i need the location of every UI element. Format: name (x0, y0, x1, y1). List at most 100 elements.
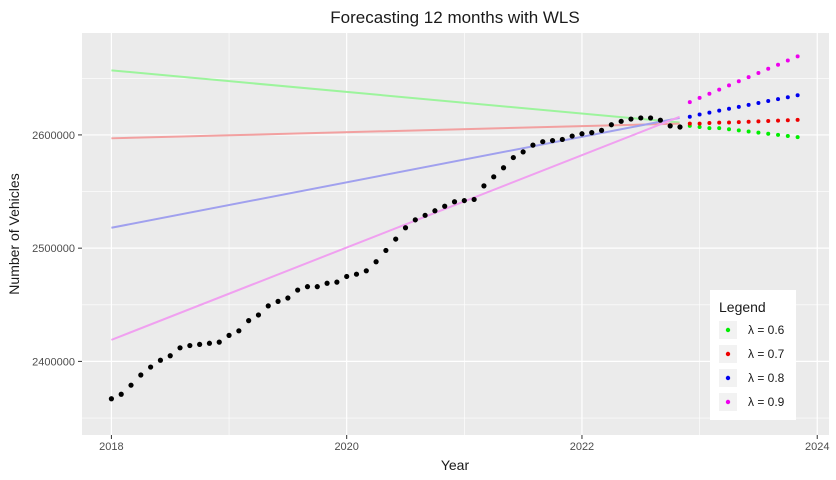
observed-point (344, 273, 350, 280)
forecast-point-series-3 (687, 114, 692, 119)
forecast-point-series-4 (736, 79, 741, 84)
observed-point (667, 123, 673, 129)
forecast-point-series-4 (795, 54, 800, 59)
observed-point (236, 328, 242, 334)
x-tick-label: 2018 (99, 441, 123, 453)
observed-point (206, 340, 213, 346)
forecast-point-series-2 (687, 121, 692, 126)
observed-point (618, 118, 624, 124)
forecast-point-series-3 (746, 102, 751, 107)
forecast-point-series-2 (707, 121, 712, 126)
legend-marker (725, 327, 731, 333)
forecast-point-series-3 (727, 106, 732, 111)
observed-point (520, 149, 526, 155)
observed-point (540, 139, 546, 145)
observed-point (108, 396, 115, 402)
minor-gridlines (82, 33, 829, 435)
forecast-point-series-2 (795, 117, 800, 122)
observed-point (530, 142, 536, 148)
observed-point (255, 312, 262, 318)
forecast-points (687, 54, 800, 140)
forecast-point-series-2 (736, 120, 741, 125)
observed-point (559, 136, 565, 143)
forecast-point-series-4 (785, 58, 790, 63)
observed-point (393, 236, 399, 242)
observed-point (500, 165, 507, 171)
x-tick-label: 2020 (334, 441, 358, 453)
observed-point (167, 353, 173, 359)
observed-point (422, 212, 428, 218)
observed-point (549, 137, 556, 144)
forecast-point-series-4 (746, 75, 751, 80)
legend: Legend λ = 0.6 λ = 0.7 λ = 0.8 λ = 0.9 (710, 290, 796, 420)
observed-point (471, 196, 477, 203)
forecast-point-series-3 (707, 110, 712, 115)
forecast-point-series-2 (727, 120, 732, 125)
observed-point (569, 133, 575, 139)
forecast-point-series-1 (795, 135, 800, 140)
forecast-point-series-3 (766, 99, 771, 104)
observed-point (598, 127, 605, 133)
forecast-point-series-4 (776, 62, 781, 67)
observed-point (265, 303, 271, 309)
y-tick-label: 2500000 (32, 243, 75, 255)
observed-point (197, 341, 203, 348)
x-axis-ticks: 2018 2020 2022 2024 (99, 435, 829, 453)
forecast-point-series-3 (785, 95, 790, 100)
forecast-point-series-2 (697, 121, 702, 126)
forecast-point-series-2 (785, 118, 790, 123)
observed-point (451, 199, 458, 205)
forecast-point-series-3 (776, 97, 781, 102)
forecast-point-series-2 (756, 119, 761, 124)
observed-point (461, 197, 467, 204)
legend-title: Legend (719, 299, 766, 315)
observed-points (108, 115, 683, 402)
x-axis-title: Year (441, 457, 470, 473)
fit-line-series-3 (111, 116, 680, 229)
forecast-point-series-1 (736, 128, 741, 133)
forecast-point-series-3 (756, 100, 761, 105)
observed-point (128, 382, 134, 388)
chart-title: Forecasting 12 months with WLS (330, 8, 579, 27)
forecast-point-series-3 (736, 104, 741, 109)
observed-point (442, 203, 448, 209)
forecast-point-series-1 (766, 131, 771, 136)
legend-label: λ = 0.6 (748, 323, 785, 337)
observed-point (412, 217, 418, 223)
observed-point (481, 183, 487, 189)
observed-point (314, 284, 320, 290)
forecast-point-series-1 (727, 127, 732, 132)
observed-point (491, 174, 497, 180)
legend-label: λ = 0.9 (748, 395, 785, 409)
observed-point (589, 130, 595, 136)
observed-point (285, 295, 291, 301)
observed-point (363, 268, 369, 274)
forecast-point-series-4 (687, 100, 692, 105)
forecast-point-series-1 (785, 134, 790, 139)
x-tick-label: 2022 (570, 441, 594, 453)
observed-point (657, 117, 663, 123)
forecast-point-series-4 (697, 95, 702, 100)
forecast-point-series-4 (727, 83, 732, 88)
forecast-point-series-1 (697, 124, 702, 129)
forecast-point-series-1 (746, 129, 751, 134)
forecast-point-series-3 (697, 112, 702, 117)
plot-panel (82, 33, 829, 435)
y-axis-ticks: 2400000 2500000 2600000 (32, 130, 82, 368)
observed-point (353, 271, 360, 277)
observed-point (275, 298, 281, 304)
observed-point (177, 345, 183, 351)
forecast-point-series-4 (766, 66, 771, 71)
forecast-point-series-3 (717, 108, 722, 113)
forecast-point-series-4 (717, 87, 722, 92)
forecast-point-series-2 (776, 118, 781, 123)
observed-point (295, 287, 301, 293)
legend-label: λ = 0.8 (748, 371, 785, 385)
fit-line-series-2 (111, 122, 680, 140)
forecast-point-series-1 (776, 132, 781, 137)
observed-point (608, 122, 614, 128)
legend-marker (725, 375, 731, 381)
forecast-point-series-3 (795, 93, 800, 98)
observed-point (677, 124, 683, 130)
